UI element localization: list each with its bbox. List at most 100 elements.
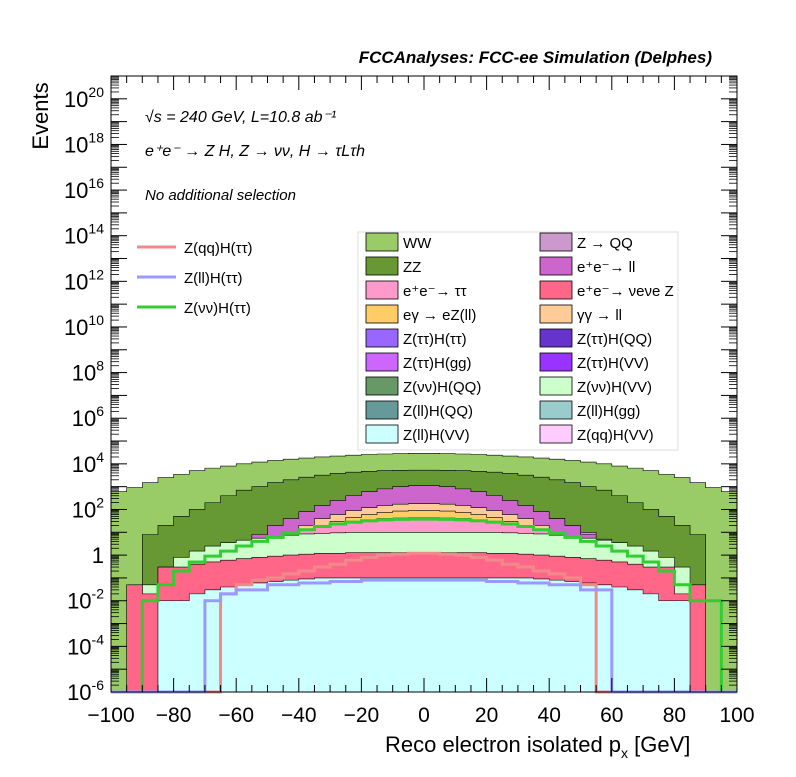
legend-label: Z(νν)H(QQ) [403, 379, 481, 396]
legend-swatch [539, 280, 573, 300]
legend-entry-z-qq-h: Z(qq)H(ττ) [137, 240, 253, 257]
y-tick-label: 1020 [64, 84, 104, 112]
bar-z-ll-h-vv [580, 582, 597, 692]
y-tick-label: 10-6 [67, 677, 104, 705]
legend-label: Z(νν)H(ττ) [184, 300, 251, 317]
y-tick-label: 1016 [64, 175, 104, 203]
signal-line-z-h [111, 517, 737, 694]
legend-entry-zz: ZZ [365, 256, 421, 276]
legend-swatch [539, 256, 573, 276]
x-tick-label: −80 [156, 704, 192, 727]
outline-z-ll-h-vv [111, 577, 737, 693]
outline-z-h-vv [111, 531, 737, 693]
bar-z-ll-h-vv [470, 577, 487, 692]
signal-line-z-ll-h [111, 578, 737, 694]
x-tick-label: 40 [538, 704, 561, 727]
x-tick-label: −100 [87, 704, 134, 727]
bar-z-ll-h-vv [157, 600, 174, 692]
legend-label: ZZ [403, 259, 421, 276]
legend-entry-z-h: Z(νν)H(ττ) [137, 300, 251, 317]
legend-entry-z-h: Z(ττ)H(ττ) [365, 328, 467, 348]
legend-entry-z-ll-h-vv: Z(ll)H(VV) [365, 424, 470, 444]
legend-entry-z-h-vv: Z(ττ)H(VV) [539, 352, 649, 372]
legend-swatch [365, 232, 399, 252]
legend-label: Z(νν)H(VV) [577, 379, 652, 396]
legend-entry-z-ll-h-qq: Z(ll)H(QQ) [365, 400, 473, 420]
legend-entry-z-h-qq: Z(ττ)H(QQ) [539, 328, 652, 348]
legend-swatch [365, 280, 399, 300]
y-tick-label: 10-4 [67, 631, 104, 659]
legend-entry-z-ll-h: Z(ll)H(ττ) [137, 270, 243, 287]
bar-z-ll-h-vv [658, 600, 675, 692]
svg-text:Reco electron isolated px [GeV: Reco electron isolated px [GeV] [385, 732, 690, 761]
legend-entry-z-qq-h-vv: Z(qq)H(VV) [539, 424, 654, 444]
legend-entry-e-e: e⁺e⁻→ ττ [365, 280, 467, 300]
legend-entry-e-ez-ll: eγ → eZ(ll) [365, 304, 476, 324]
bar-z-ll-h-vv [627, 589, 644, 692]
bar-z-ll-h-vv [611, 587, 628, 692]
bar-z-ll-h-vv [267, 581, 284, 692]
y-tick-label: 104 [72, 449, 104, 477]
y-tick-label: 1012 [64, 266, 104, 294]
legend-swatch [539, 424, 573, 444]
bar-e-e-e-e-z [126, 584, 143, 692]
bar-z-ll-h-vv [408, 577, 425, 692]
y-axis: 10-6 10-4 10-2 1 102 104 106 108 1010 1012 1014 101… [64, 76, 737, 705]
legend-label: Z(ττ)H(VV) [577, 355, 649, 372]
outline-zz [111, 469, 737, 693]
bar-ww [705, 487, 722, 692]
signal-legend: Z(qq)H(ττ) Z(ll)H(ττ) Z(νν)H(ττ) [137, 240, 253, 317]
legend-entry-e-e-e-e-z: e⁺e⁻→ νeνe Z [539, 280, 674, 300]
y-axis-title: Events [28, 82, 53, 149]
y-tick-label: 106 [72, 403, 104, 431]
legend-label: e⁺e⁻→ ll [577, 259, 635, 276]
legend-swatch [365, 352, 399, 372]
plot-area [110, 453, 738, 694]
x-axis: −100 −80 −60 −40 −20 0 20 40 60 80 100 [87, 76, 755, 727]
legend-label: Z → QQ [577, 235, 633, 252]
legend-label: Z(qq)H(ττ) [184, 240, 253, 257]
bar-z-ll-h-vv [236, 584, 253, 692]
legend-label: Z(ττ)H(QQ) [577, 331, 652, 348]
x-tick-label: 0 [418, 704, 430, 727]
selection-annotation: No additional selection [145, 187, 296, 204]
legend-swatch [539, 328, 573, 348]
bar-z-ll-h-vv [517, 577, 534, 692]
x-tick-label: 100 [719, 704, 754, 727]
background-legend: WW Z → QQ ZZ e⁺e⁻→ ll e⁺e⁻→ ττ e⁺e⁻→ νeνe Z eγ… [357, 231, 679, 451]
bar-z-ll-h-vv [674, 600, 691, 692]
bar-z-ll-h-vv [330, 577, 347, 692]
x-axis-title: Reco electron isolated px [GeV] [385, 732, 690, 761]
x-tick-label: 20 [475, 704, 498, 727]
legend-label: WW [403, 235, 432, 252]
bar-z-ll-h-vv [502, 577, 519, 692]
y-tick-label: 102 [72, 494, 104, 522]
bar-z-ll-h-vv [204, 589, 221, 692]
legend-swatch [539, 232, 573, 252]
bar-z-ll-h-vv [596, 584, 613, 692]
legend-label: Z(ττ)H(gg) [403, 355, 472, 372]
legend-label: γγ → ll [577, 307, 622, 324]
y-tick-label: 10-2 [67, 586, 104, 614]
x-tick-label: 80 [663, 704, 686, 727]
bar-ww [721, 491, 738, 692]
legend-swatch [539, 352, 573, 372]
signal-line-z-qq-h [111, 551, 737, 694]
bar-z-ll-h-vv [424, 577, 441, 692]
series-z-ll-h-vv [111, 577, 737, 693]
legend-swatch [365, 424, 399, 444]
legend-swatch [539, 376, 573, 396]
legend-entry-z-ll-h-gg: Z(ll)H(gg) [539, 400, 640, 420]
bar-z-ll-h-vv [189, 593, 206, 692]
bar-ww [111, 491, 128, 692]
x-tick-label: −60 [218, 704, 254, 727]
bar-z-ll-h-vv [564, 581, 581, 692]
bar-z-ll-h-vv [439, 577, 456, 692]
bar-z-ll-h-vv [345, 577, 362, 692]
bar-z-ll-h-vv [643, 593, 660, 692]
legend-entry-z-h-gg: Z(ττ)H(gg) [365, 352, 472, 372]
bar-z-ll-h-vv [377, 577, 394, 692]
bar-e-e-e-e-z [142, 593, 159, 692]
legend-box [357, 231, 679, 451]
